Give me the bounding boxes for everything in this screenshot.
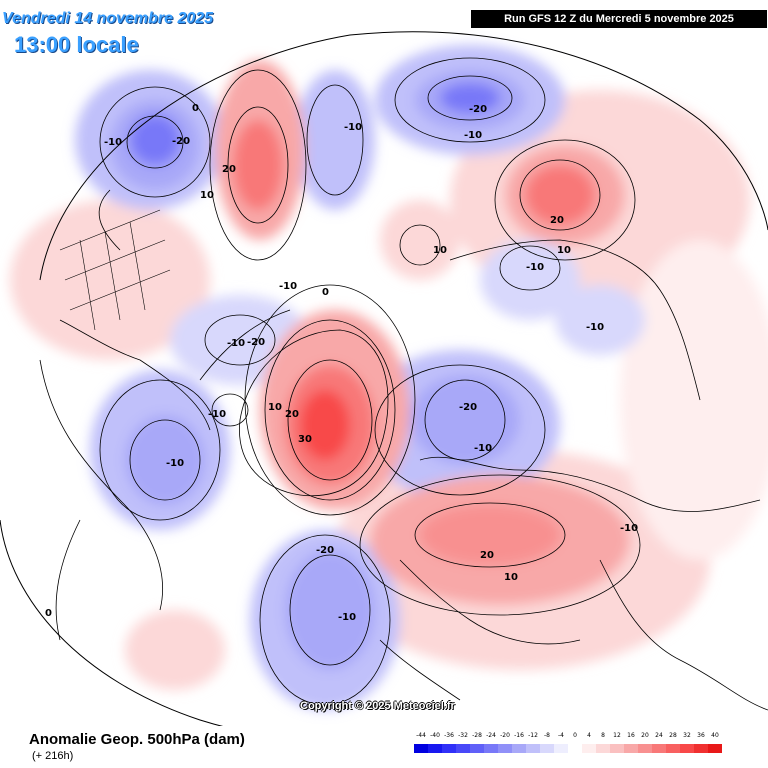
color-scale-tick-label: -16 (514, 732, 524, 739)
label-neg10-siberia-north: -10 (344, 122, 362, 133)
valid-date: Vendredi 14 novembre 2025 (2, 10, 214, 27)
color-scale-tick-label: 12 (613, 732, 621, 739)
color-scale-tick-label: 4 (587, 732, 591, 739)
label-10-bering: 10 (200, 190, 214, 201)
label-10-arctic: 10 (433, 245, 447, 256)
color-scale-tick-label: 16 (627, 732, 635, 739)
label-30-greenland: 30 (298, 434, 312, 445)
label-neg10-east: -10 (586, 322, 604, 333)
label-neg10-barents: -10 (474, 443, 492, 454)
color-scale-tick-label: -40 (430, 732, 440, 739)
color-scale-tick-label: -44 (416, 732, 426, 739)
label-neg10-hudson: -10 (227, 338, 245, 349)
color-scale-tick-label: 36 (697, 732, 705, 739)
color-scale-tick-label: 32 (683, 732, 691, 739)
label-20-bering: 20 (222, 164, 236, 175)
coastlines (39, 189, 768, 711)
color-scale-cell (526, 744, 540, 753)
run-info-banner: Run GFS 12 Z du Mercredi 5 novembre 2025 (471, 10, 767, 28)
color-scale-cell (694, 744, 708, 753)
label-neg10-canada: -10 (279, 281, 297, 292)
color-scale-cell (554, 744, 568, 753)
color-scale-tick-label: -12 (528, 732, 538, 739)
color-scale-tick-label: -20 (500, 732, 510, 739)
color-scale-cell (442, 744, 456, 753)
color-scale-tick-label: -8 (544, 732, 550, 739)
color-scale-tick-label: -32 (458, 732, 468, 739)
color-scale-cell (582, 744, 596, 753)
contour-lines (99, 57, 641, 706)
color-scale-cell (540, 744, 554, 753)
label-neg20-siberia-north: -20 (469, 104, 487, 115)
color-scale-cell (498, 744, 512, 753)
color-scale-cell (610, 744, 624, 753)
color-scale-tick-label: 28 (669, 732, 677, 739)
color-scale-tick-label: -24 (486, 732, 496, 739)
map-title: Anomalie Geop. 500hPa (dam) (29, 731, 245, 748)
label-neg10-asia-east: -10 (620, 523, 638, 534)
copyright-watermark: Copyright © 2025 Meteociel.fr (300, 700, 455, 712)
us-states (59, 209, 171, 331)
label-neg10-atlantic: -10 (338, 612, 356, 623)
color-scale-tick-label: 20 (641, 732, 649, 739)
color-scale-cell (414, 744, 428, 753)
label-neg20-barents: -20 (459, 402, 477, 413)
label-0-canada: 0 (322, 287, 329, 298)
color-scale-cell (456, 744, 470, 753)
label-neg10-siberia-north-b: -10 (464, 130, 482, 141)
color-scale-cell (568, 744, 582, 753)
label-neg10-kara: -10 (526, 262, 544, 273)
label-20-greenland: 20 (285, 409, 299, 420)
label-neg10-pacific-nw: -10 (104, 137, 122, 148)
color-scale-tick-label: 0 (573, 732, 577, 739)
color-scale-tick-label: -36 (444, 732, 454, 739)
color-scale-cell (484, 744, 498, 753)
color-scale-tick-label: -4 (558, 732, 564, 739)
label-neg20-hudson: -20 (247, 337, 265, 348)
contour-labels: -10 -20 0 10 20 -10 -20 -10 20 10 10 -10… (45, 103, 638, 623)
label-neg10-us-east: -10 (166, 458, 184, 469)
color-scale-tick-label: -28 (472, 732, 482, 739)
color-scale-cell (470, 744, 484, 753)
label-neg20-pacific-nw: -20 (172, 136, 190, 147)
color-scale-cell (680, 744, 694, 753)
color-scale-cell (666, 744, 680, 753)
color-scale-cell (638, 744, 652, 753)
color-scale-cell (708, 744, 722, 753)
color-scale-cell (428, 744, 442, 753)
color-scale-tick-label: 40 (711, 732, 719, 739)
label-0-pacific-south: 0 (45, 608, 52, 619)
label-0-pacific-nw: 0 (192, 103, 199, 114)
label-20-east-europe-high: 20 (550, 215, 564, 226)
color-scale-cell (652, 744, 666, 753)
color-scale-cell (624, 744, 638, 753)
label-10-east-europe-high: 10 (557, 245, 571, 256)
color-scale-cell (596, 744, 610, 753)
label-neg10-labrador: -10 (208, 409, 226, 420)
local-time: 13:00 locale (14, 32, 139, 57)
label-10-central-asia: 10 (504, 572, 518, 583)
label-20-central-asia: 20 (480, 550, 494, 561)
label-10-greenland: 10 (268, 402, 282, 413)
color-scale-cell (512, 744, 526, 753)
label-neg20-atlantic: -20 (316, 545, 334, 556)
color-scale-tick-label: 24 (655, 732, 663, 739)
color-scale-bar (414, 744, 722, 753)
forecast-hour: (+ 216h) (32, 750, 74, 762)
color-scale-tick-label: 8 (601, 732, 605, 739)
